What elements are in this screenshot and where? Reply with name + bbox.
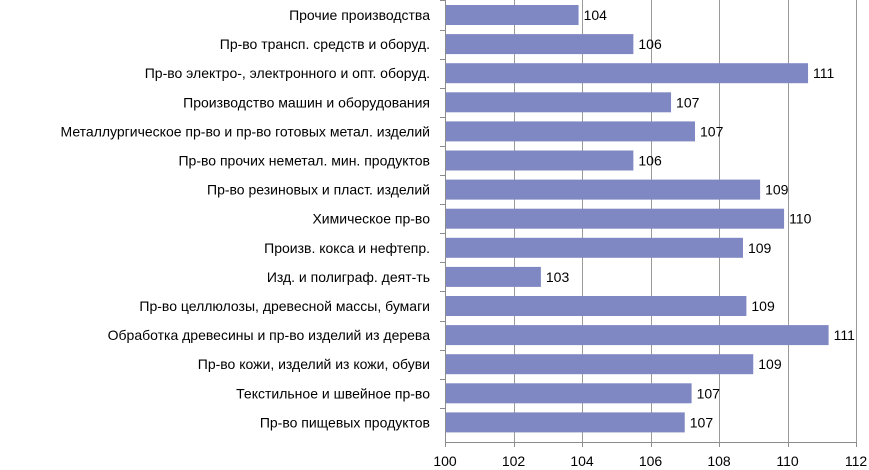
data-label: 111: [813, 65, 834, 81]
data-label: 106: [638, 153, 662, 169]
data-label: 106: [638, 36, 662, 52]
x-tick-label: 106: [639, 453, 663, 469]
bar: [446, 354, 754, 375]
data-label: 107: [697, 385, 721, 401]
x-tick-label: 100: [433, 453, 457, 469]
category-label: Обработка древесины и пр-во изделий из д…: [108, 327, 431, 343]
category-label: Пр-во прочих неметал. мин. продуктов: [178, 153, 430, 169]
data-label: 107: [690, 414, 714, 430]
data-label: 109: [758, 356, 782, 372]
bar: [446, 150, 634, 171]
labels-layer: 100 102 104 106 108 110 112 Прочие производства…: [61, 7, 868, 469]
category-label: Пр-во электро-, электронного и опт. обор…: [145, 65, 430, 81]
bars-layer: [446, 5, 829, 433]
bar: [446, 383, 692, 404]
x-tick-label: 104: [570, 453, 594, 469]
category-label: Текстильное и швейное пр-во: [236, 385, 430, 401]
bar: [446, 325, 829, 346]
data-label: 104: [584, 7, 608, 23]
category-label: Пр-во целлюлозы, древесной массы, бумаги: [139, 298, 430, 314]
category-label: Пр-во пищевых продуктов: [260, 414, 430, 430]
data-label: 109: [751, 298, 775, 314]
axis-layer: [440, 0, 857, 447]
data-label: 103: [546, 269, 570, 285]
x-tick-label: 102: [502, 453, 526, 469]
bar: [446, 5, 579, 25]
category-label: Произв. кокса и нефтепр.: [264, 240, 430, 256]
bar: [446, 412, 685, 433]
bar: [446, 63, 809, 84]
x-tick-label: 112: [845, 453, 868, 469]
bar: [446, 92, 672, 113]
category-label: Производство машин и оборудования: [183, 94, 430, 110]
category-label: Металлургическое пр-во и пр-во готовых м…: [61, 123, 430, 139]
data-label: 107: [676, 94, 700, 110]
bar: [446, 266, 541, 287]
bar: [446, 121, 696, 142]
data-label: 107: [700, 123, 724, 139]
bar: [446, 237, 743, 258]
category-label: Пр-во кожи, изделий из кожи, обуви: [198, 356, 430, 372]
x-tick-label: 110: [776, 453, 799, 469]
category-label: Химическое пр-во: [312, 211, 430, 227]
bar: [446, 34, 634, 55]
data-label: 109: [765, 182, 789, 198]
category-label: Изд. и полиграф. деят-ть: [267, 269, 430, 285]
category-label: Прочие производства: [289, 7, 430, 23]
data-label: 109: [748, 240, 772, 256]
category-label: Пр-во резиновых и пласт. изделий: [207, 182, 430, 198]
bar: [446, 296, 747, 316]
data-label: 111: [834, 327, 855, 343]
data-label: 110: [789, 211, 812, 227]
bar: [446, 208, 785, 229]
category-label: Пр-во трансп. средств и оборуд.: [220, 36, 430, 52]
x-tick-label: 108: [707, 453, 731, 469]
bar: [446, 179, 761, 200]
